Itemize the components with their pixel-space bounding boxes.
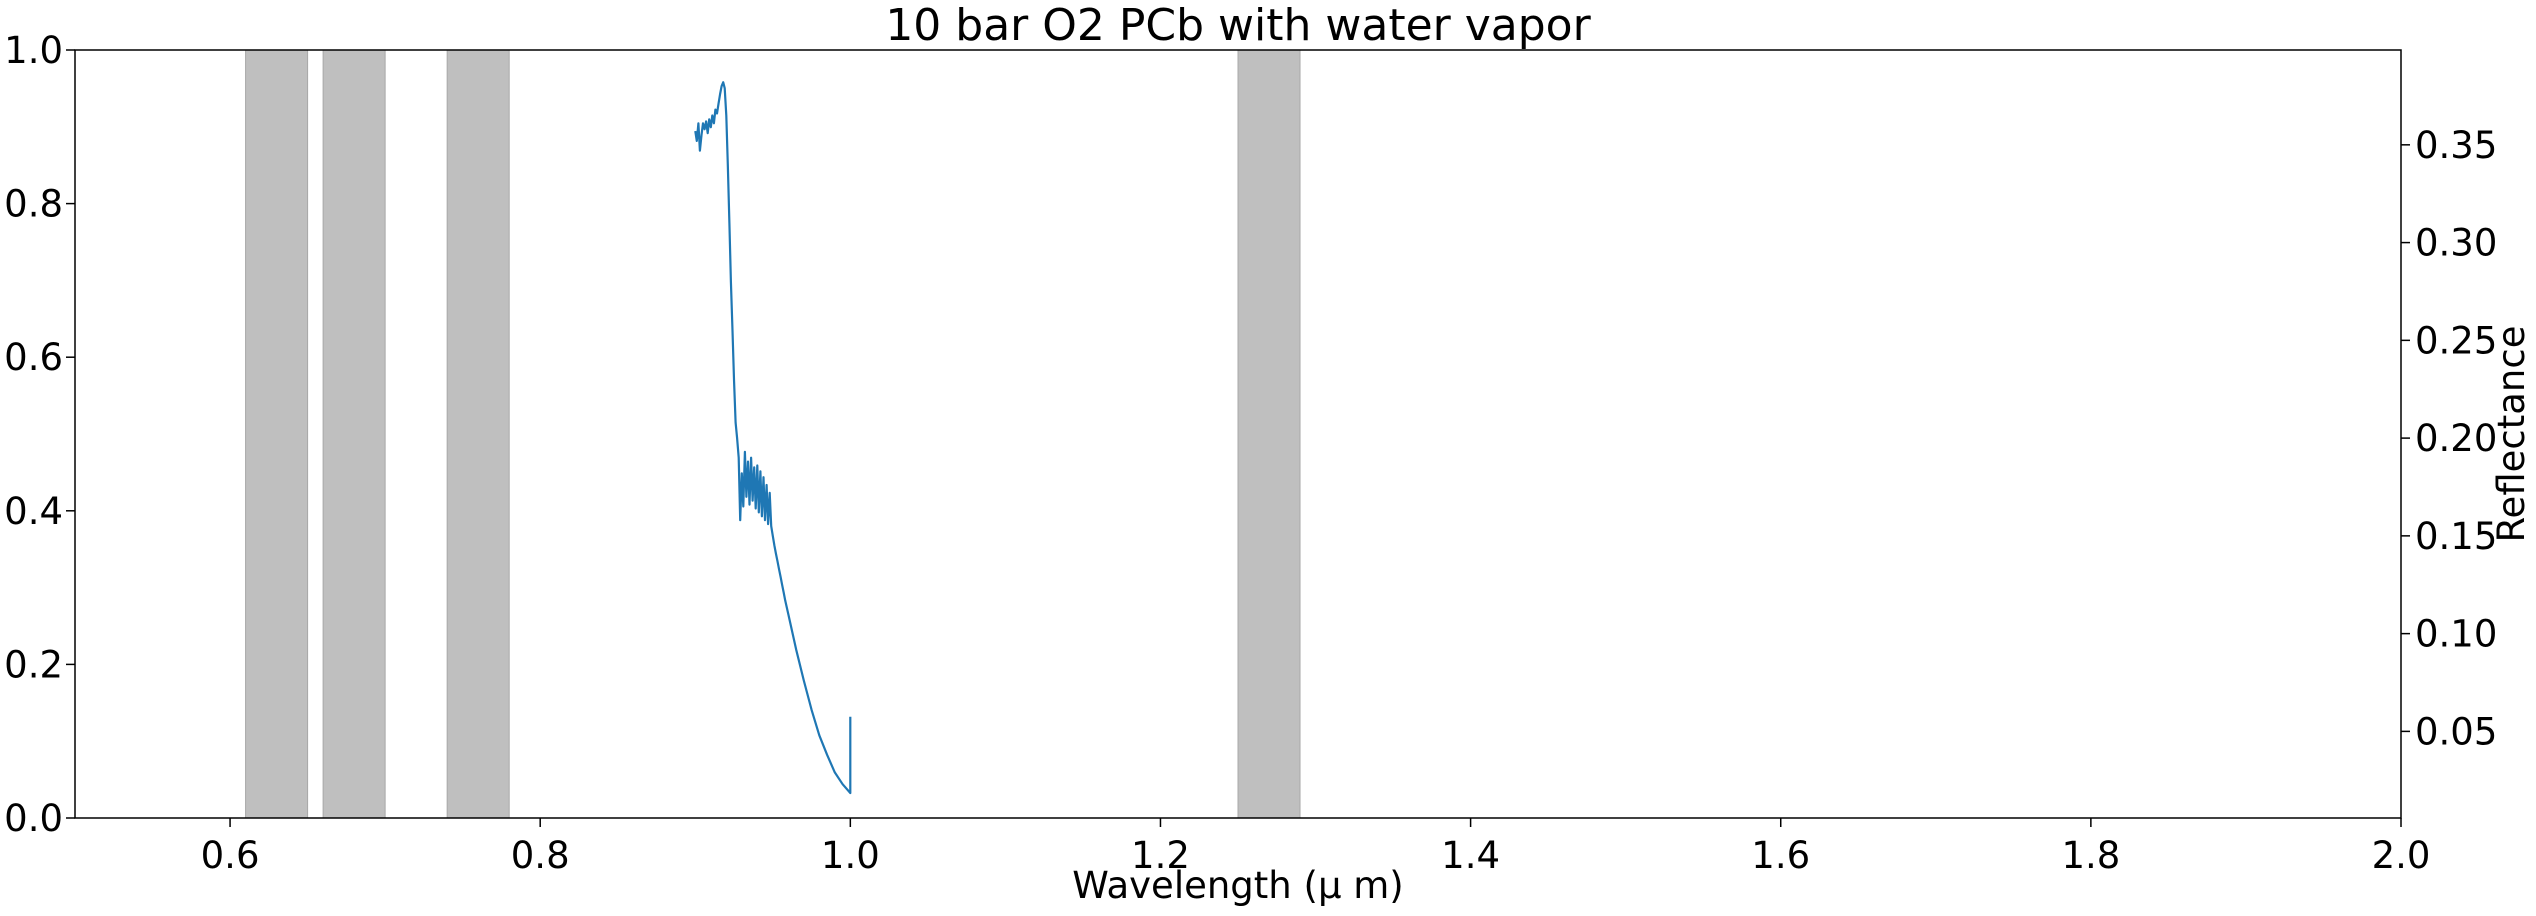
y-right-tick-label: 0.15 (2415, 515, 2497, 558)
y-right-tick-label: 0.10 (2415, 613, 2497, 656)
y-left-tick-label: 0.0 (4, 797, 63, 840)
y-right-tick-label: 0.35 (2415, 124, 2497, 167)
y-left-tick-label: 0.8 (4, 183, 63, 226)
x-tick-label: 1.2 (1131, 834, 1190, 877)
y-left-tick-label: 0.4 (4, 490, 63, 533)
y-left-tick-label: 1.0 (4, 29, 63, 72)
y-left-tick-label: 0.2 (4, 643, 63, 686)
x-tick-label: 2.0 (2372, 834, 2431, 877)
y-axis-left: 0.0 0.2 0.4 0.6 0.8 1.0 (4, 29, 75, 840)
shaded-band (245, 49, 309, 819)
series-layer (694, 81, 852, 795)
y-left-tick-label: 0.6 (4, 336, 63, 379)
series-line (694, 81, 852, 795)
plot-frame (74, 49, 2402, 819)
x-axis: 0.6 0.8 1.0 1.2 1.4 1.6 1.8 2.0 (201, 818, 2431, 877)
shaded-bands (245, 49, 1301, 819)
x-tick-label: 0.6 (201, 834, 260, 877)
chart-title: 10 bar O2 PCb with water vapor (885, 0, 1591, 51)
y-right-tick-label: 0.05 (2415, 710, 2497, 753)
y-right-tick-label: 0.20 (2415, 417, 2497, 460)
shaded-band (446, 49, 510, 819)
x-axis-label: Wavelength (μ m) (1072, 864, 1403, 907)
x-tick-label: 1.0 (821, 834, 880, 877)
x-tick-label: 1.6 (1751, 834, 1810, 877)
y-axis-right-label: Reflectance (2490, 326, 2533, 543)
shaded-band (322, 49, 386, 819)
x-tick-label: 1.4 (1441, 834, 1500, 877)
x-tick-label: 0.8 (511, 834, 570, 877)
x-tick-label: 1.8 (2061, 834, 2120, 877)
y-right-tick-label: 0.25 (2415, 319, 2497, 362)
shaded-band (1237, 49, 1301, 819)
y-right-tick-label: 0.30 (2415, 222, 2497, 265)
y-axis-right: 0.05 0.10 0.15 0.20 0.25 0.30 0.35 (2401, 124, 2497, 753)
